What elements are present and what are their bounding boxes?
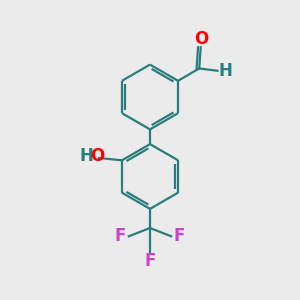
Text: O: O bbox=[90, 148, 105, 166]
Text: H: H bbox=[80, 148, 94, 166]
Text: H: H bbox=[218, 62, 233, 80]
Text: F: F bbox=[174, 227, 185, 245]
Text: O: O bbox=[194, 30, 208, 48]
Text: F: F bbox=[115, 227, 126, 245]
Text: F: F bbox=[144, 252, 156, 270]
